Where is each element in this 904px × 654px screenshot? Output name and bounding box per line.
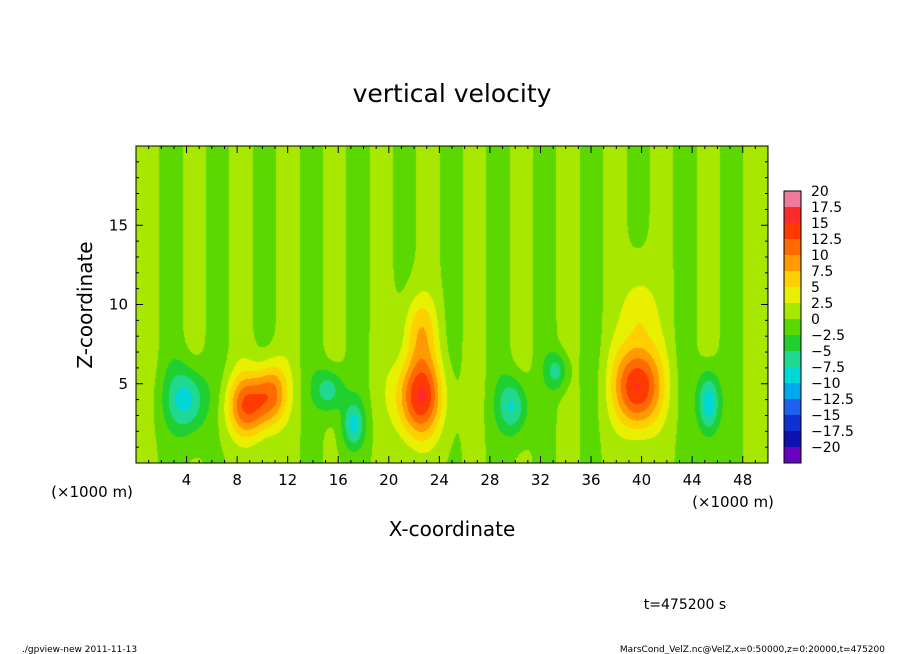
- y-unit-label: (×1000 m): [692, 493, 774, 511]
- colorbar-swatch: [784, 367, 801, 383]
- colorbar-frame: [783, 190, 802, 464]
- y-axis-title: Z-coordinate: [73, 241, 97, 368]
- colorbar-label: 0: [811, 312, 820, 328]
- colorbar-label: −12.5: [811, 392, 854, 408]
- colorbar-swatch: [784, 383, 801, 399]
- colorbar-swatch: [784, 351, 801, 367]
- colorbar-label: 10: [811, 248, 829, 264]
- colorbar-swatch: [784, 271, 801, 287]
- x-tick-label: 32: [531, 471, 550, 489]
- x-tick-label: 24: [430, 471, 449, 489]
- colorbar-label: −17.5: [811, 424, 854, 440]
- colorbar-swatch: [784, 399, 801, 415]
- colorbar-swatch: [784, 223, 801, 239]
- colorbar-label: −2.5: [811, 328, 845, 344]
- colorbar-label: −10: [811, 376, 841, 392]
- colorbar: 2017.51512.5107.552.50−2.5−5−7.5−10−12.5…: [783, 184, 854, 464]
- colorbar-swatch: [784, 191, 801, 207]
- colorbar-swatch: [784, 431, 801, 447]
- colorbar-swatch: [784, 255, 801, 271]
- y-tick-label: 15: [109, 216, 128, 234]
- colorbar-swatch: [784, 287, 801, 303]
- colorbar-label: −7.5: [811, 360, 845, 376]
- x-axis-title: X-coordinate: [389, 517, 516, 541]
- y-tick-label: 5: [118, 375, 128, 393]
- colorbar-swatch: [784, 239, 801, 255]
- colorbar-label: 2.5: [811, 296, 833, 312]
- colorbar-label: −5: [811, 344, 832, 360]
- colorbar-swatch: [784, 415, 801, 431]
- x-tick-label: 12: [278, 471, 297, 489]
- x-tick-label: 28: [480, 471, 499, 489]
- colorbar-label: 12.5: [811, 232, 842, 248]
- x-tick-label: 48: [733, 471, 752, 489]
- heatmap-field: [136, 146, 768, 463]
- source-label: MarsCond_VelZ.nc@VelZ,x=0:50000,z=0:2000…: [620, 645, 885, 654]
- y-tick-label: 10: [109, 296, 128, 314]
- colorbar-swatch: [784, 335, 801, 351]
- colorbar-label: 20: [811, 184, 829, 200]
- colorbar-swatch: [784, 207, 801, 223]
- x-tick-label: 8: [232, 471, 242, 489]
- colorbar-label: 7.5: [811, 264, 833, 280]
- colorbar-label: 17.5: [811, 200, 842, 216]
- colorbar-label: 5: [811, 280, 820, 296]
- x-unit-label: (×1000 m): [51, 483, 133, 501]
- colorbar-label: 15: [811, 216, 829, 232]
- x-tick-label: 40: [632, 471, 651, 489]
- x-tick-label: 44: [683, 471, 702, 489]
- chart-title: vertical velocity: [353, 79, 552, 108]
- time-label: t=475200 s: [644, 597, 726, 613]
- x-tick-label: 4: [182, 471, 192, 489]
- y-axis: 5 10 15: [109, 161, 768, 448]
- colorbar-swatch: [784, 303, 801, 319]
- x-tick-label: 20: [379, 471, 398, 489]
- program-label: ./gpview-new 2011-11-13: [22, 645, 137, 654]
- colorbar-label: −15: [811, 408, 841, 424]
- colorbar-swatch: [784, 447, 801, 463]
- colorbar-label: −20: [811, 440, 841, 456]
- colorbar-swatch: [784, 319, 801, 335]
- x-axis: 4 8 12 16 20 24 28 32 36 40 44 48: [148, 146, 756, 489]
- x-tick-label: 36: [581, 471, 600, 489]
- x-tick-label: 16: [329, 471, 348, 489]
